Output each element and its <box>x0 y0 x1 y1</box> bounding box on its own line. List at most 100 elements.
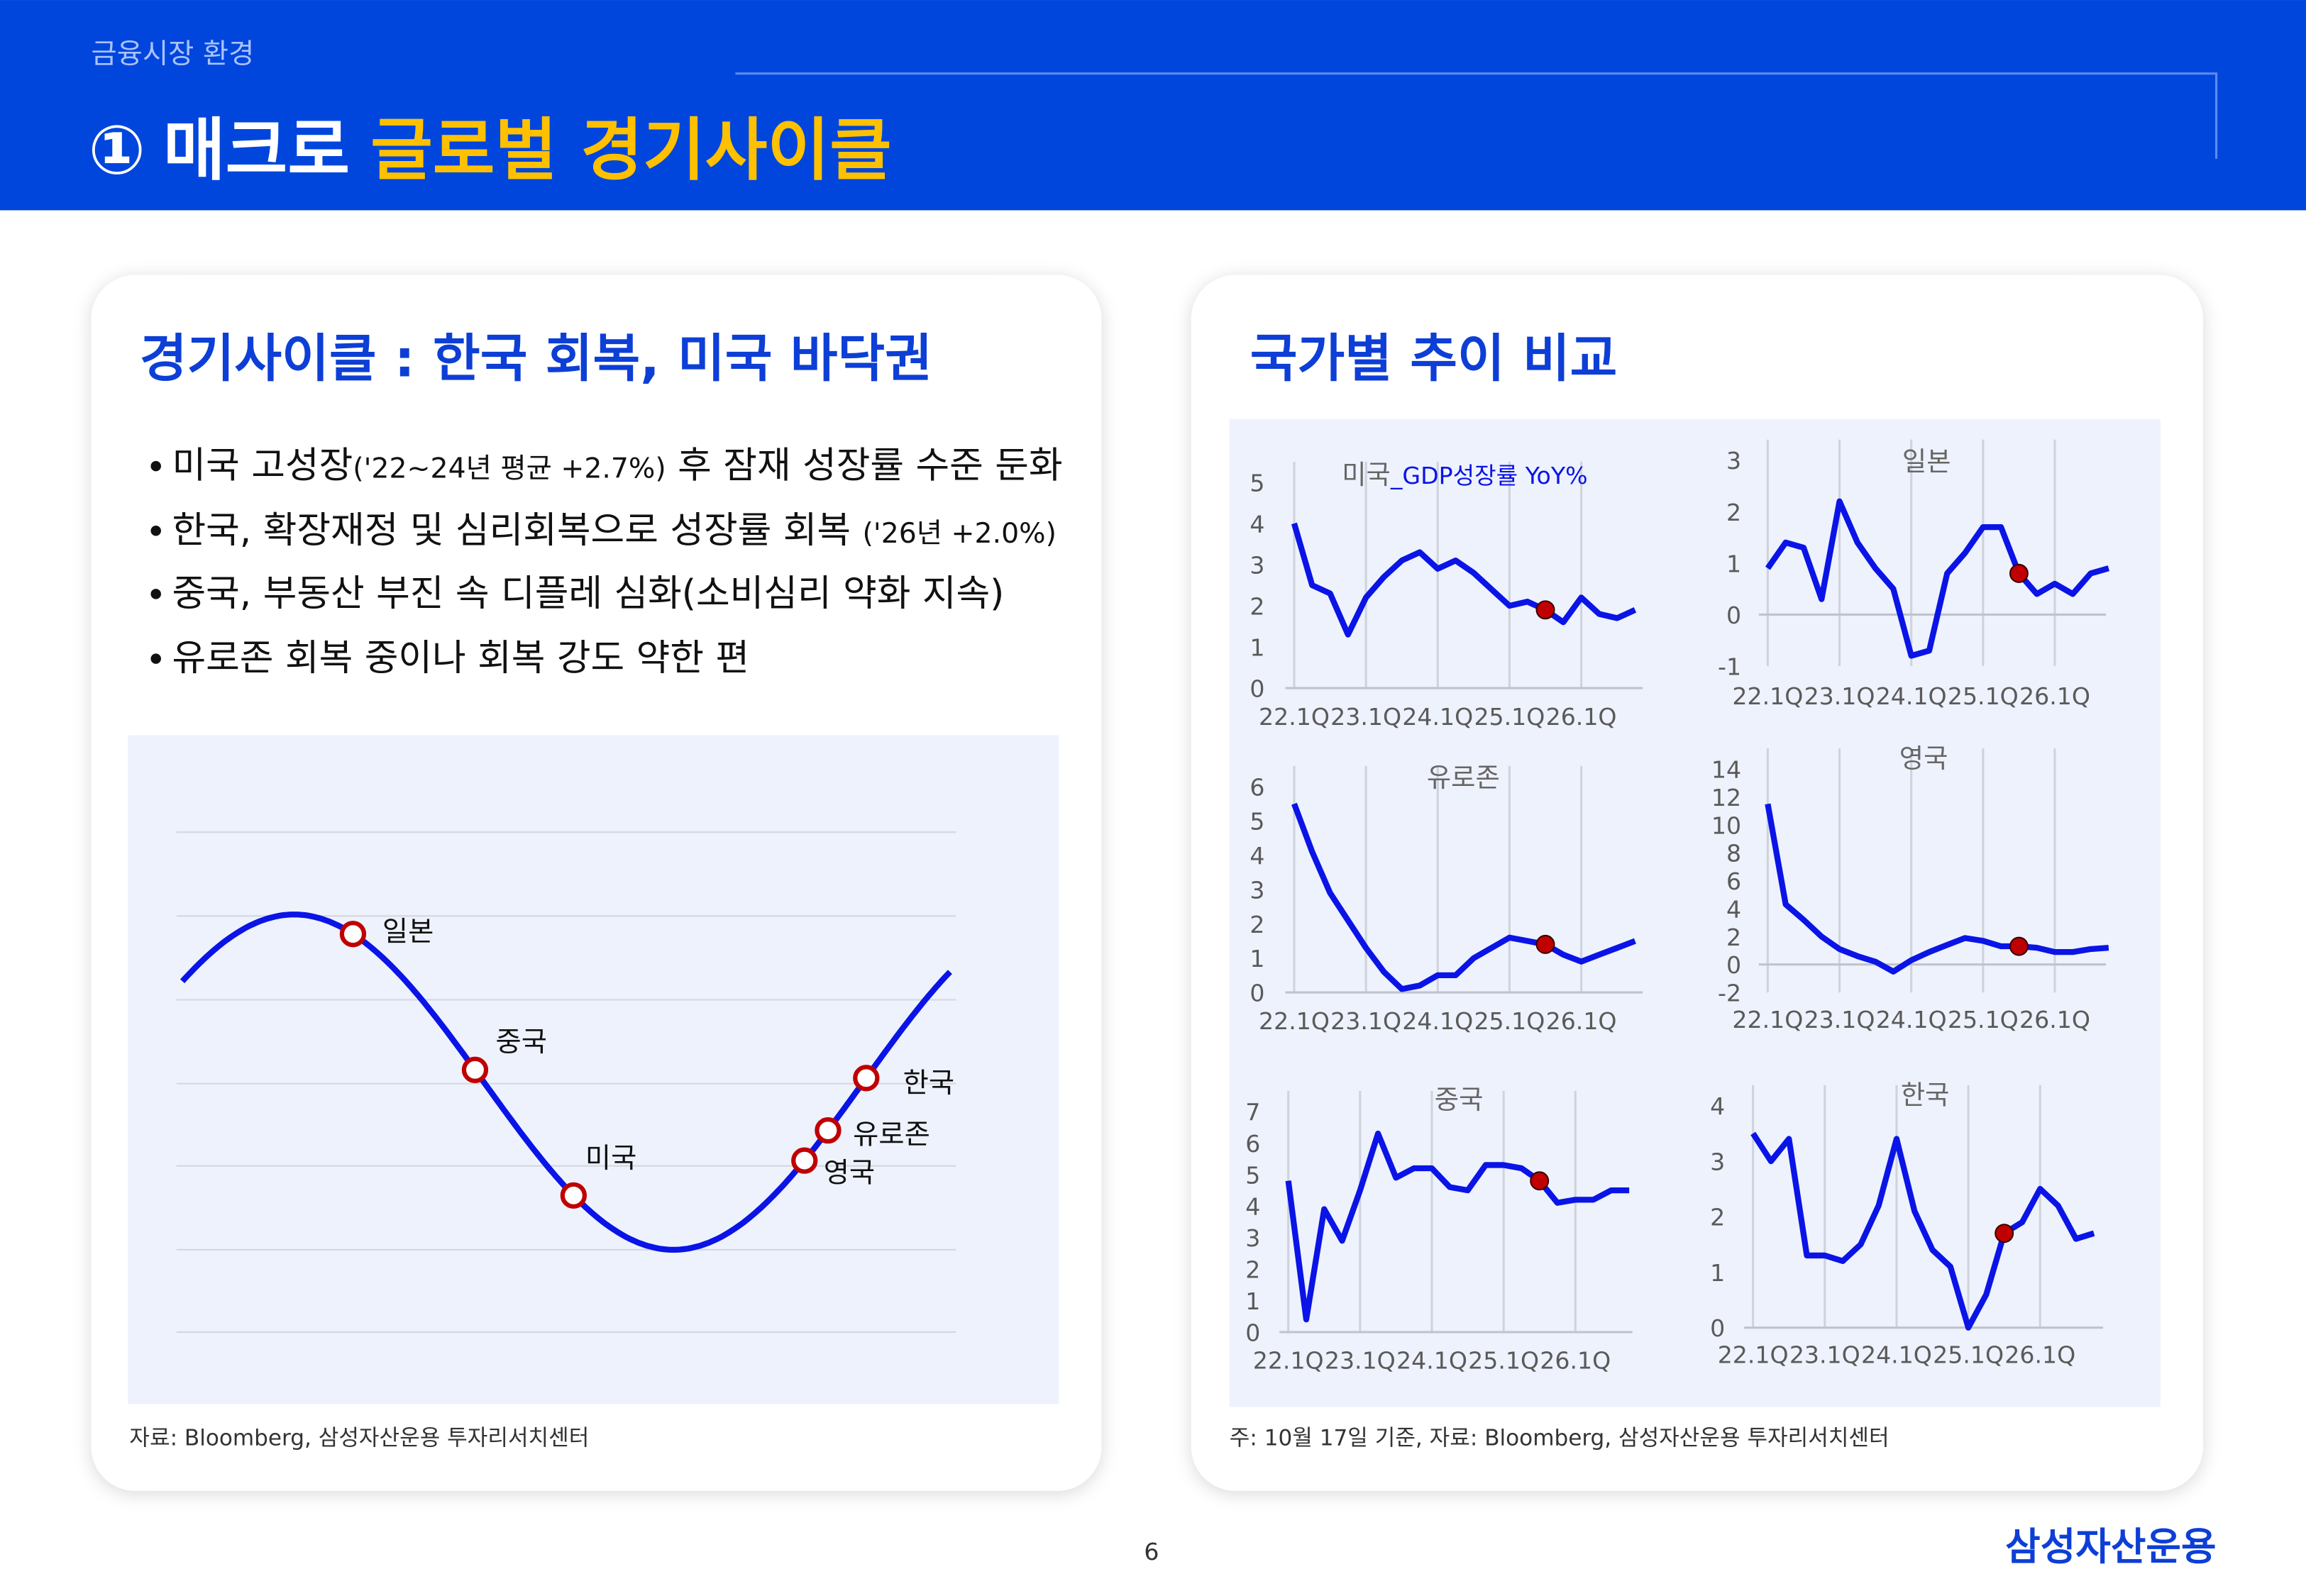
cycle-point <box>853 1065 880 1092</box>
cycle-label: 중국 <box>496 1026 547 1058</box>
current-marker <box>1535 600 1555 620</box>
chart-title-text: 유로존 <box>1427 762 1500 793</box>
header-line <box>735 72 2218 159</box>
chart-subtitle: _GDP성장률 YoY% <box>1390 462 1588 489</box>
x-tick-label: 25.1Q <box>1948 1006 2019 1033</box>
bullet-text: 중국, 부동산 부진 속 디플레 심화(소비심리 약화 지속) <box>172 572 1005 615</box>
y-tick-label: -2 <box>1718 980 1741 1007</box>
y-tick-label: 4 <box>1249 510 1264 538</box>
chart-title: 영국 <box>1899 743 1948 774</box>
y-tick-label: 5 <box>1245 1161 1260 1189</box>
chart-title-text: 중국 <box>1435 1084 1484 1115</box>
x-tick-label: 23.1Q <box>1330 703 1401 731</box>
x-tick-label: 24.1Q <box>1396 1347 1467 1375</box>
section-label: 금융시장 환경 <box>92 38 255 70</box>
mini-chart: 22.1Q 23.1Q 24.1Q 25.1Q 26.1Q 0 1 2 3 4 5 미국_GDP성장률… <box>1249 459 1643 731</box>
x-tick-label: 26.1Q <box>2019 1006 2090 1033</box>
bullet-part: 중국, 부동산 부진 속 디플레 심화(소비심리 약화 지속) <box>172 572 1005 615</box>
cycle-point <box>560 1182 587 1209</box>
cycle-label: 영국 <box>824 1156 875 1189</box>
chart-title: 일본 <box>1902 445 1951 477</box>
y-tick-label: 0 <box>1249 675 1264 703</box>
y-tick-label: 6 <box>1245 1130 1260 1158</box>
chart-title-text: 일본 <box>1902 445 1951 477</box>
x-tick-label: 24.1Q <box>1876 1006 1947 1033</box>
chart-title: 한국 <box>1901 1080 1950 1111</box>
y-tick-label: 4 <box>1245 1193 1260 1221</box>
mini-chart: 22.1Q 23.1Q 24.1Q 25.1Q 26.1Q 0 1 2 3 4 5 6 7 중국 <box>1245 1084 1633 1375</box>
x-tick-label: 22.1Q <box>1253 1347 1324 1375</box>
bullet-part: 유로존 회복 중이나 회복 강도 약한 편 <box>172 637 750 680</box>
bullet-part: ('26년 +2.0%) <box>863 517 1057 550</box>
x-tick-label: 24.1Q <box>1402 703 1473 731</box>
bullet-part: 한국, 확장재정 및 심리회복으로 성장률 회복 <box>172 509 863 552</box>
x-tick-label: 25.1Q <box>1468 1347 1539 1375</box>
bullet-text: 유로존 회복 중이나 회복 강도 약한 편 <box>172 637 750 680</box>
chart-title: 유로존 <box>1427 762 1500 793</box>
x-tick-label: 23.1Q <box>1330 1007 1401 1035</box>
y-tick-label: 3 <box>1726 447 1741 475</box>
page-number: 6 <box>1144 1538 1159 1565</box>
x-tick-label: 24.1Q <box>1861 1341 1932 1368</box>
y-tick-label: 2 <box>1710 1204 1725 1231</box>
series-line <box>1291 802 1636 992</box>
y-tick-label: 3 <box>1710 1148 1725 1175</box>
cycle-label: 유로존 <box>853 1119 930 1151</box>
bullet-part: ('22~24년 평균 +2.7%) <box>353 453 666 485</box>
y-tick-label: 2 <box>1249 911 1264 938</box>
x-tick-label: 26.1Q <box>2004 1341 2075 1368</box>
y-tick-label: 3 <box>1249 551 1264 579</box>
chart-title: 중국 <box>1435 1084 1484 1115</box>
x-tick-label: 26.1Q <box>1540 1347 1611 1375</box>
y-tick-label: 7 <box>1245 1098 1260 1126</box>
y-tick-label: 3 <box>1249 876 1264 904</box>
bullet-text: 미국 고성장('22~24년 평균 +2.7%) 후 잠재 성장률 수준 둔화 <box>172 445 1063 487</box>
y-tick-label: 1 <box>1726 550 1741 577</box>
title-number: ① <box>88 112 145 190</box>
x-tick-label: 22.1Q <box>1259 1007 1330 1035</box>
current-marker <box>1535 934 1555 954</box>
source-note: 주: 10월 17일 기준, 자료: Bloomberg, 삼성자산운용 투자리… <box>1230 1426 1890 1451</box>
x-tick-label: 23.1Q <box>1804 1006 1875 1033</box>
y-tick-label: 5 <box>1249 469 1264 497</box>
title-main: 매크로 <box>163 112 350 190</box>
cycle-label: 한국 <box>903 1067 954 1099</box>
x-tick-label: 25.1Q <box>1474 1007 1545 1035</box>
chart-title: 미국_GDP성장률 YoY% <box>1342 459 1587 490</box>
y-tick-label: 0 <box>1245 1319 1260 1346</box>
y-tick-label: 2 <box>1245 1256 1260 1284</box>
y-tick-label: 10 <box>1711 811 1741 839</box>
x-tick-label: 23.1Q <box>1804 682 1875 710</box>
y-tick-label: 6 <box>1726 868 1741 895</box>
x-tick-label: 24.1Q <box>1402 1007 1473 1035</box>
y-tick-label: 1 <box>1710 1259 1725 1287</box>
bullet-dot <box>150 653 161 664</box>
x-tick-label: 25.1Q <box>1474 703 1545 731</box>
y-tick-label: 2 <box>1726 499 1741 526</box>
y-tick-label: 4 <box>1710 1092 1725 1120</box>
y-tick-label: 4 <box>1726 895 1741 923</box>
bullet-part: 미국 고성장 <box>172 445 353 487</box>
x-tick-label: 26.1Q <box>2019 682 2090 710</box>
x-tick-label: 25.1Q <box>1948 682 2019 710</box>
card-title: 경기사이클 : 한국 회복, 미국 바닥권 <box>140 330 932 389</box>
card-title: 국가별 추이 비교 <box>1250 330 1618 389</box>
series-line <box>1765 498 2109 659</box>
x-tick-label: 23.1Q <box>1325 1347 1396 1375</box>
logo: 삼성자산운용 <box>2005 1524 2216 1569</box>
current-marker <box>2009 936 2029 956</box>
y-tick-label: 5 <box>1249 808 1264 836</box>
y-tick-label: 0 <box>1710 1314 1725 1342</box>
y-tick-label: 0 <box>1249 980 1264 1007</box>
cycle-label: 미국 <box>585 1142 636 1175</box>
y-tick-label: -1 <box>1718 653 1741 680</box>
cycle-point <box>815 1116 842 1144</box>
bullet-dot <box>150 460 161 472</box>
y-tick-label: 4 <box>1249 842 1264 870</box>
current-marker <box>2009 563 2029 583</box>
series-line <box>1750 1131 2095 1331</box>
y-tick-label: 3 <box>1245 1224 1260 1252</box>
x-tick-label: 22.1Q <box>1718 1341 1789 1368</box>
